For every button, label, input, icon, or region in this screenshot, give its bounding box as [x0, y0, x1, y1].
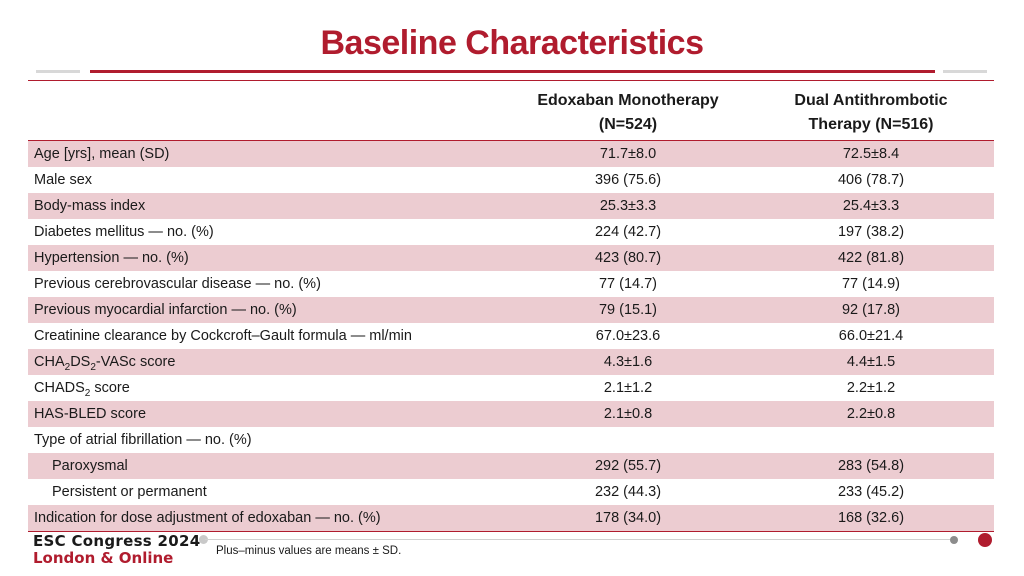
- table-row: Previous myocardial infarction — no. (%)…: [28, 297, 994, 323]
- cell-edoxaban: 77 (14.7): [598, 276, 658, 292]
- title-rule-left: [36, 70, 80, 73]
- row-label: CHADS2 score: [34, 375, 130, 401]
- cell-edoxaban: 178 (34.0): [594, 510, 662, 526]
- cell-dual: 72.5±8.4: [842, 146, 900, 162]
- title-rule-right: [943, 70, 987, 73]
- cell-edoxaban: 396 (75.6): [594, 172, 662, 188]
- footer-dot-left: [199, 535, 208, 544]
- esc-location-logo: London & Online: [33, 549, 174, 567]
- header-bottom-border: [28, 140, 994, 141]
- row-label: Previous myocardial infarction — no. (%): [34, 302, 297, 318]
- cell-edoxaban: 2.1±1.2: [603, 380, 653, 396]
- cell-dual: 66.0±21.4: [838, 328, 904, 344]
- column-header-dual-line2: Therapy (N=516): [808, 116, 934, 133]
- cell-dual: 168 (32.6): [837, 510, 905, 526]
- label-subscript: 2: [64, 361, 71, 373]
- esc-congress-logo: ESC Congress 2024: [33, 532, 201, 550]
- table-row: Paroxysmal 292 (55.7) 283 (54.8): [28, 453, 994, 479]
- cell-dual: 2.2±0.8: [846, 406, 896, 422]
- row-label: CHA2DS2-VASc score: [34, 349, 175, 375]
- table-row: CHA2DS2-VASc score 4.3±1.6 4.4±1.5: [28, 349, 994, 375]
- row-label: Paroxysmal: [52, 458, 128, 474]
- footer-line: [205, 539, 950, 540]
- cell-edoxaban: 71.7±8.0: [599, 146, 657, 162]
- cell-edoxaban: 67.0±23.6: [595, 328, 661, 344]
- cell-dual: 92 (17.8): [841, 302, 901, 318]
- table-row: CHADS2 score 2.1±1.2 2.2±1.2: [28, 375, 994, 401]
- cell-edoxaban: 292 (55.7): [594, 458, 662, 474]
- table-bottom-border: [28, 531, 994, 532]
- table-row: Indication for dose adjustment of edoxab…: [28, 505, 994, 531]
- table-row: Diabetes mellitus — no. (%) 224 (42.7) 1…: [28, 219, 994, 245]
- label-part: score: [90, 380, 130, 396]
- table-row: Persistent or permanent 232 (44.3) 233 (…: [28, 479, 994, 505]
- table-row: Male sex 396 (75.6) 406 (78.7): [28, 167, 994, 193]
- baseline-table: Age [yrs], mean (SD) 71.7±8.0 72.5±8.4 M…: [28, 141, 994, 531]
- label-part: -VASc score: [95, 354, 176, 370]
- cell-edoxaban: 232 (44.3): [594, 484, 662, 500]
- row-label: Indication for dose adjustment of edoxab…: [34, 510, 381, 526]
- column-header-dual: Dual Antithrombotic Therapy (N=516): [755, 89, 987, 137]
- title-rule: [90, 70, 935, 73]
- cell-dual: 77 (14.9): [841, 276, 901, 292]
- cell-edoxaban: 79 (15.1): [598, 302, 658, 318]
- column-header-edoxaban-line1: Edoxaban Monotherapy: [537, 92, 719, 109]
- row-label: Age [yrs], mean (SD): [34, 146, 170, 162]
- cell-edoxaban: 4.3±1.6: [603, 354, 653, 370]
- cell-dual: 2.2±1.2: [846, 380, 896, 396]
- label-part: CHA: [34, 354, 65, 370]
- row-label: Type of atrial fibrillation — no. (%): [34, 432, 252, 448]
- label-subscript: 2: [84, 387, 91, 399]
- cell-dual: 422 (81.8): [837, 250, 905, 266]
- column-header-edoxaban-line2: (N=524): [598, 116, 658, 133]
- label-part: DS: [70, 354, 91, 370]
- footer-dot-red: [978, 533, 992, 547]
- row-label: HAS-BLED score: [34, 406, 147, 422]
- column-header-dual-line1: Dual Antithrombotic: [794, 92, 948, 109]
- row-label: Persistent or permanent: [52, 484, 207, 500]
- cell-edoxaban: 224 (42.7): [594, 224, 662, 240]
- footnote: Plus–minus values are means ± SD.: [216, 545, 402, 557]
- cell-dual: 4.4±1.5: [846, 354, 896, 370]
- row-label: Diabetes mellitus — no. (%): [34, 224, 214, 240]
- row-label: Male sex: [34, 172, 93, 188]
- table-row: HAS-BLED score 2.1±0.8 2.2±0.8: [28, 401, 994, 427]
- cell-edoxaban: 423 (80.7): [594, 250, 662, 266]
- label-subscript: 2: [90, 361, 96, 373]
- row-label: Previous cerebrovascular disease — no. (…: [34, 276, 321, 292]
- footer-dot-grey: [950, 536, 958, 544]
- cell-edoxaban: 25.3±3.3: [599, 198, 657, 214]
- table-row: Hypertension — no. (%) 423 (80.7) 422 (8…: [28, 245, 994, 271]
- row-label: Hypertension — no. (%): [34, 250, 189, 266]
- cell-dual: 233 (45.2): [837, 484, 905, 500]
- cell-dual: 283 (54.8): [837, 458, 905, 474]
- cell-dual: 25.4±3.3: [842, 198, 900, 214]
- cell-dual: 406 (78.7): [837, 172, 905, 188]
- table-row: Previous cerebrovascular disease — no. (…: [28, 271, 994, 297]
- cell-dual: 197 (38.2): [837, 224, 905, 240]
- table-row: Body-mass index 25.3±3.3 25.4±3.3: [28, 193, 994, 219]
- table-row: Age [yrs], mean (SD) 71.7±8.0 72.5±8.4: [28, 141, 994, 167]
- row-label: Creatinine clearance by Cockcroft–Gault …: [34, 328, 412, 344]
- label-part: CHADS: [34, 380, 85, 396]
- table-top-border: [28, 80, 994, 81]
- table-row: Type of atrial fibrillation — no. (%): [28, 427, 994, 453]
- column-header-edoxaban: Edoxaban Monotherapy (N=524): [510, 89, 746, 137]
- table-row: Creatinine clearance by Cockcroft–Gault …: [28, 323, 994, 349]
- row-label: Body-mass index: [34, 198, 146, 214]
- cell-edoxaban: 2.1±0.8: [603, 406, 653, 422]
- page-title: Baseline Characteristics: [320, 24, 704, 62]
